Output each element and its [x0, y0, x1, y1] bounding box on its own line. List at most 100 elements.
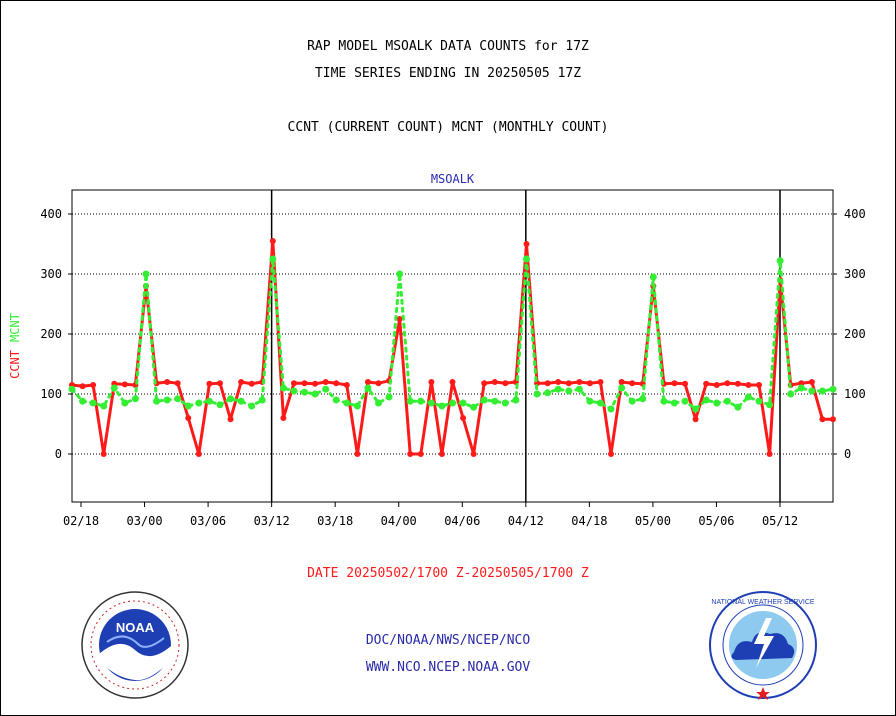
ccnt-point — [576, 379, 583, 385]
mcnt-point — [142, 270, 150, 278]
mcnt-point — [628, 397, 636, 405]
ccnt-point — [756, 382, 763, 388]
ccnt-point — [174, 380, 181, 387]
plot-station-title: MSOALK — [431, 172, 475, 186]
x-tick-label-04-12: 04/12 — [508, 514, 544, 528]
chart-title-line2: TIME SERIES ENDING IN 20250505 17Z — [314, 66, 582, 81]
ccnt-point — [428, 379, 435, 385]
mcnt-point — [174, 395, 182, 403]
ccnt-point — [227, 416, 234, 423]
x-tick-label-04-00: 04/00 — [381, 514, 417, 528]
ccnt-point — [216, 380, 223, 387]
mcnt-point — [660, 397, 668, 405]
mcnt-point — [427, 399, 435, 407]
ccnt-point — [682, 380, 689, 387]
mcnt-point — [290, 387, 298, 395]
ccnt-point — [333, 380, 340, 387]
ccnt-point — [449, 379, 456, 385]
mcnt-point — [766, 401, 774, 409]
y-tick-label-left-300: 300 — [40, 267, 62, 281]
noaa-logo: NOAA — [80, 590, 190, 704]
y-tick-label-left-100: 100 — [40, 387, 62, 401]
mcnt-point — [533, 390, 541, 398]
mcnt-point — [301, 388, 309, 396]
y-tick-label-right-200: 200 — [844, 327, 866, 341]
ccnt-point — [819, 416, 826, 423]
mcnt-point — [89, 399, 97, 407]
x-tick-label-05-12: 05/12 — [762, 514, 798, 528]
ccnt-point — [766, 451, 773, 457]
y-tick-label-right-100: 100 — [844, 387, 866, 401]
ccnt-point — [238, 379, 245, 385]
y-axis-label-ccnt: CCNT — [8, 350, 22, 379]
mcnt-point — [670, 399, 678, 407]
mcnt-point — [248, 402, 256, 410]
ccnt-point — [121, 381, 128, 388]
mcnt-point — [723, 397, 731, 405]
x-tick-label-03-00: 03/00 — [126, 514, 162, 528]
mcnt-point — [269, 255, 277, 263]
mcnt-point — [364, 384, 372, 392]
ccnt-point — [608, 451, 615, 457]
x-tick-label-05-06: 05/06 — [698, 514, 734, 528]
mcnt-point — [480, 396, 488, 404]
ccnt-point — [671, 380, 678, 387]
ccnt-point — [544, 380, 551, 387]
mcnt-point — [681, 397, 689, 405]
ccnt-point — [629, 380, 636, 387]
mcnt-point — [163, 396, 171, 404]
y-tick-label-right-400: 400 — [844, 207, 866, 221]
mcnt-point — [755, 397, 763, 405]
mcnt-point — [618, 384, 626, 392]
ccnt-point — [195, 451, 202, 457]
mcnt-point — [713, 399, 721, 407]
mcnt-point — [449, 399, 456, 407]
mcnt-point — [100, 402, 108, 410]
mcnt-point — [797, 384, 805, 392]
ccnt-point — [100, 451, 107, 457]
ccnt-point — [713, 382, 720, 388]
chart-subtitle: CCNT (CURRENT COUNT) MCNT (MONTHLY COUNT… — [287, 120, 609, 135]
mcnt-point — [79, 397, 87, 405]
ccnt-point — [206, 380, 213, 387]
mcnt-point — [322, 385, 330, 393]
footer-org: DOC/NOAA/NWS/NCEP/NCO — [365, 633, 531, 648]
y-axis-label-mcnt: MCNT — [8, 313, 22, 342]
mcnt-point — [575, 385, 583, 393]
ccnt-point — [90, 382, 97, 388]
mcnt-point — [554, 385, 562, 393]
mcnt-point — [639, 395, 647, 403]
y-tick-label-left-200: 200 — [40, 327, 62, 341]
ccnt-point — [703, 380, 710, 387]
mcnt-point — [692, 405, 700, 413]
y-axis-label: CCNT MCNT — [8, 313, 22, 379]
mcnt-point — [501, 399, 509, 407]
mcnt-point — [153, 397, 161, 405]
ccnt-point — [555, 379, 562, 385]
y-tick-label-left-400: 400 — [40, 207, 62, 221]
ccnt-point — [79, 383, 86, 390]
chart-title-line1: RAP MODEL MSOALK DATA COUNTS for 17Z — [307, 39, 589, 54]
mcnt-point — [279, 384, 287, 392]
x-tick-label-05-00: 05/00 — [635, 514, 671, 528]
ccnt-point — [745, 382, 752, 388]
mcnt-point — [522, 255, 530, 263]
plot-frame — [71, 189, 834, 503]
mcnt-point — [385, 393, 393, 401]
ccnt-point — [502, 380, 509, 387]
mcnt-point — [512, 396, 520, 404]
mcnt-point — [829, 385, 837, 393]
mcnt-point — [227, 395, 235, 403]
mcnt-point — [205, 397, 213, 405]
mcnt-point — [417, 397, 425, 405]
ccnt-point — [460, 415, 467, 421]
mcnt-point — [565, 387, 573, 395]
x-tick-label-03-06: 03/06 — [190, 514, 226, 528]
mcnt-point — [375, 399, 383, 407]
footer-url[interactable]: WWW.NCO.NCEP.NOAA.GOV — [365, 660, 531, 675]
ccnt-point — [322, 379, 329, 385]
mcnt-point — [586, 397, 594, 405]
x-tick-label-02-18: 02/18 — [63, 514, 99, 528]
